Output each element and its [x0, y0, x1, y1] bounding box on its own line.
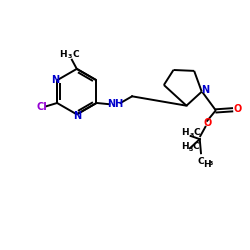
Text: H: H [181, 128, 189, 137]
Text: C: C [192, 142, 199, 151]
Text: N: N [51, 75, 60, 85]
Text: 3: 3 [189, 133, 194, 138]
Text: H: H [59, 50, 67, 58]
Text: C: C [193, 128, 200, 137]
Text: N: N [201, 86, 209, 96]
Text: NH: NH [107, 99, 123, 109]
Text: O: O [203, 118, 211, 128]
Text: 3: 3 [188, 147, 193, 152]
Text: C: C [72, 50, 79, 58]
Text: H: H [181, 142, 188, 151]
Text: O: O [234, 104, 242, 114]
Text: N: N [73, 110, 81, 120]
Text: C: C [197, 157, 204, 166]
Text: 3: 3 [209, 162, 213, 166]
Text: Cl: Cl [37, 102, 48, 113]
Text: 3: 3 [67, 54, 71, 59]
Text: H: H [203, 160, 210, 169]
